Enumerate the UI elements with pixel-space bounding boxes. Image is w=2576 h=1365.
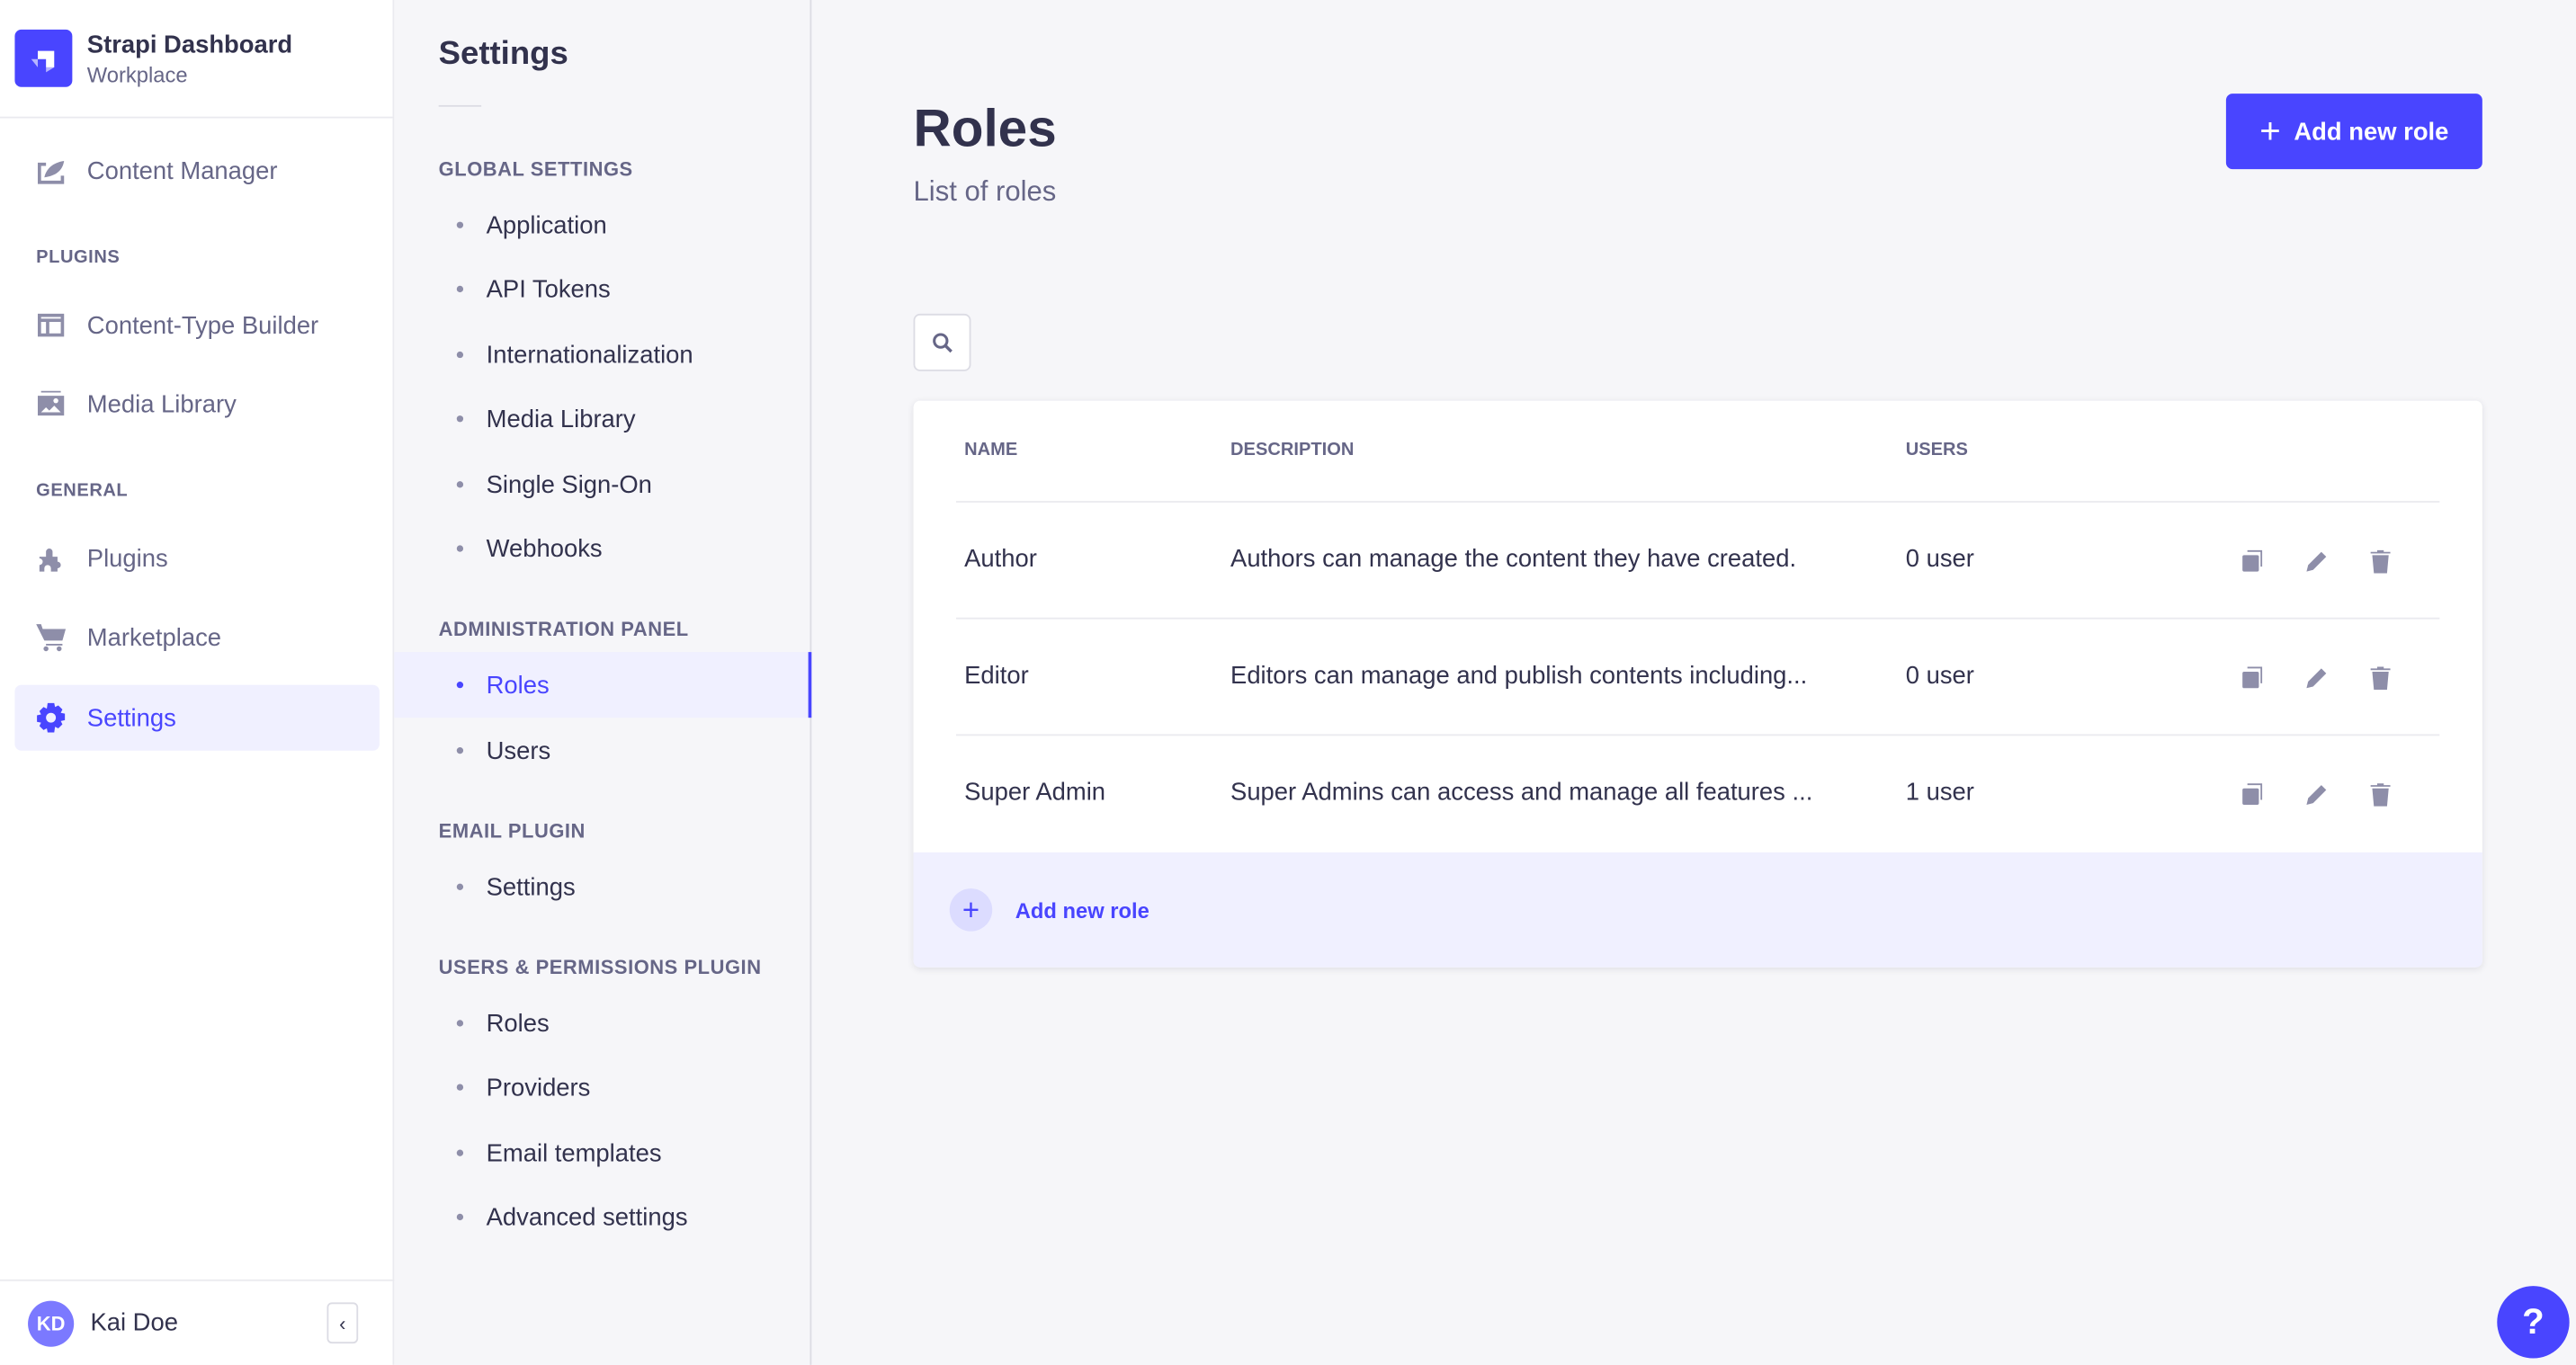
content-manager-icon — [38, 160, 65, 184]
nav-content-type-builder[interactable]: Content-Type Builder — [14, 292, 379, 358]
column-header-users: USERS — [1905, 440, 1968, 460]
user-profile[interactable]: KD Kai Doe ‹ — [0, 1279, 395, 1365]
role-users: 1 user — [1905, 778, 1974, 807]
table-row[interactable]: Super Admin Super Admins can access and … — [956, 734, 2440, 851]
pencil-icon[interactable] — [2302, 549, 2331, 573]
nav-section-plugins: PLUGINS — [36, 247, 121, 268]
section-administration-panel: ADMINISTRATION PANEL — [438, 617, 689, 641]
trash-icon[interactable] — [2366, 665, 2395, 691]
brand-title: Strapi Dashboard — [86, 30, 293, 58]
add-new-role-button[interactable]: + Add new role — [2225, 94, 2482, 170]
roles-table: NAME DESCRIPTION USERS Author Authors ca… — [913, 400, 2482, 968]
divider — [438, 104, 482, 107]
trash-icon[interactable] — [2366, 549, 2395, 574]
subnav-webhooks[interactable]: Webhooks — [394, 516, 811, 582]
role-name: Super Admin — [964, 778, 1106, 807]
pencil-icon[interactable] — [2302, 665, 2331, 690]
subnav-single-sign-on[interactable]: Single Sign-On — [394, 451, 811, 517]
subnav-up-roles[interactable]: Roles — [394, 990, 811, 1056]
nav-plugins[interactable]: Plugins — [14, 525, 379, 591]
column-header-description: DESCRIPTION — [1230, 440, 1355, 460]
subnav-advanced-settings[interactable]: Advanced settings — [394, 1184, 811, 1250]
subnav-title: Settings — [438, 36, 568, 73]
duplicate-icon[interactable] — [2238, 665, 2267, 690]
table-row[interactable]: Editor Editors can manage and publish co… — [956, 617, 2440, 735]
subnav-email-templates[interactable]: Email templates — [394, 1120, 811, 1186]
nav-settings[interactable]: Settings — [14, 684, 380, 751]
pencil-icon[interactable] — [2302, 781, 2331, 806]
subnav-email-settings[interactable]: Settings — [394, 854, 811, 920]
plus-icon: + — [2259, 110, 2281, 152]
search-button[interactable] — [913, 313, 971, 371]
image-icon — [38, 390, 65, 416]
row-actions — [2238, 549, 2395, 574]
subnav-application[interactable]: Application — [394, 192, 811, 258]
strapi-logo-icon — [14, 29, 73, 87]
collapse-nav-button[interactable]: ‹ — [326, 1302, 359, 1344]
search-icon — [933, 333, 953, 353]
row-actions — [2238, 781, 2395, 807]
nav-media-library[interactable]: Media Library — [14, 371, 379, 437]
role-name: Author — [964, 545, 1037, 574]
duplicate-icon[interactable] — [2238, 781, 2267, 806]
column-header-name: NAME — [964, 440, 1018, 460]
subnav-api-tokens[interactable]: API Tokens — [394, 256, 811, 322]
subnav-admin-roles[interactable]: Roles — [394, 652, 812, 718]
role-name: Editor — [964, 662, 1029, 691]
role-description: Editors can manage and publish contents … — [1230, 662, 1808, 691]
duplicate-icon[interactable] — [2238, 549, 2267, 573]
row-actions — [2238, 665, 2395, 691]
subnav-internationalization[interactable]: Internationalization — [394, 322, 811, 388]
help-button[interactable]: ? — [2497, 1286, 2570, 1359]
role-users: 0 user — [1905, 662, 1974, 691]
settings-subnav: Settings GLOBAL SETTINGS Application API… — [394, 0, 812, 1365]
avatar: KD — [28, 1299, 75, 1346]
role-description: Authors can manage the content they have… — [1230, 545, 1797, 574]
role-users: 0 user — [1905, 545, 1974, 574]
gear-icon — [37, 702, 66, 733]
subnav-media-library[interactable]: Media Library — [394, 386, 811, 451]
section-global-settings: GLOBAL SETTINGS — [438, 157, 633, 181]
layout-icon — [38, 313, 65, 337]
subnav-providers[interactable]: Providers — [394, 1055, 811, 1120]
section-email-plugin: EMAIL PLUGIN — [438, 819, 586, 843]
brand: Strapi Dashboard Workplace — [0, 0, 393, 119]
chevron-left-icon: ‹ — [339, 1311, 346, 1335]
nav-marketplace[interactable]: Marketplace — [14, 604, 379, 670]
section-users-permissions: USERS & PERMISSIONS PLUGIN — [438, 956, 762, 979]
table-row[interactable]: Author Authors can manage the content th… — [956, 501, 2440, 618]
page-subtitle: List of roles — [913, 175, 1057, 208]
cart-icon — [36, 624, 67, 652]
main-nav: Strapi Dashboard Workplace Content Manage… — [0, 0, 395, 1365]
plus-circle-icon: + — [949, 888, 993, 932]
trash-icon[interactable] — [2366, 781, 2395, 807]
brand-subtitle: Workplace — [86, 61, 188, 86]
role-description: Super Admins can access and manage all f… — [1230, 778, 1813, 807]
puzzle-icon — [39, 549, 61, 572]
user-name: Kai Doe — [90, 1308, 178, 1337]
page-title: Roles — [913, 98, 1057, 158]
subnav-admin-users[interactable]: Users — [394, 718, 811, 783]
nav-content-manager[interactable]: Content Manager — [14, 138, 379, 203]
add-new-role-row-button[interactable]: + Add new role — [913, 852, 2482, 968]
nav-section-general: GENERAL — [36, 481, 129, 502]
